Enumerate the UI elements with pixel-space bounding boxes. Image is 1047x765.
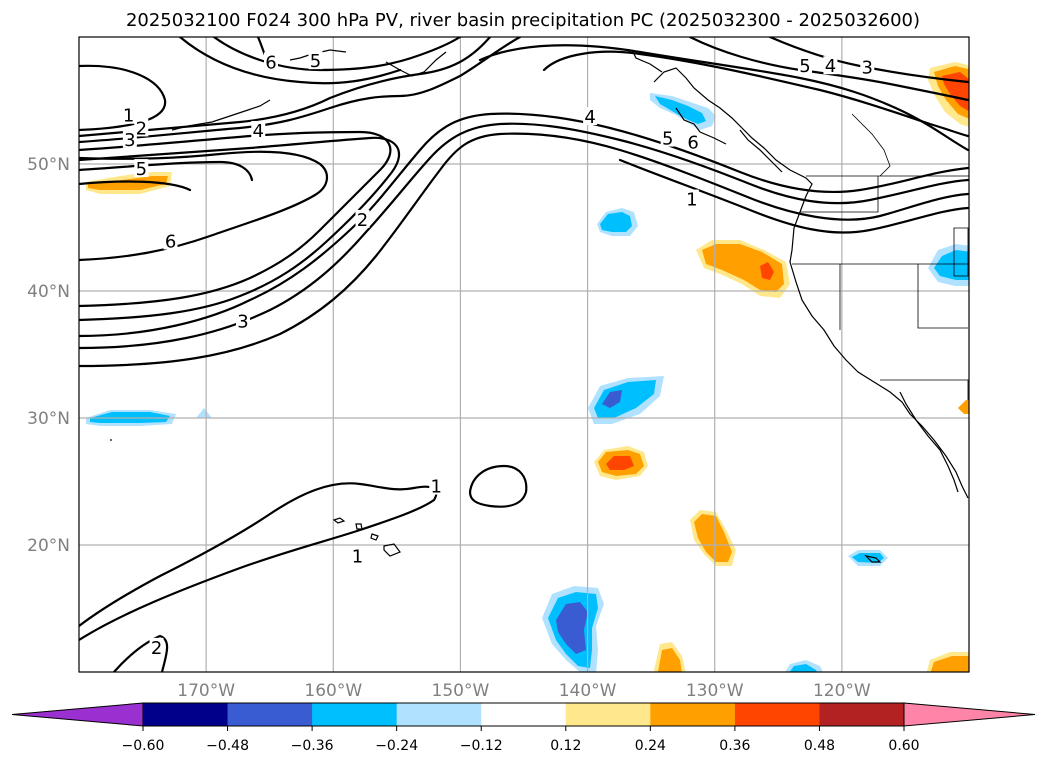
- colorbar-segment: [143, 703, 229, 726]
- colorbar-tick-label: 0.60: [888, 738, 919, 754]
- contour-label: 2: [136, 118, 147, 139]
- contour-label: 6: [687, 132, 698, 153]
- x-tick-label: 140°W: [559, 681, 617, 701]
- x-tick-label: 160°W: [304, 681, 362, 701]
- contour-label: 4: [584, 107, 595, 128]
- contour-label-bg: [429, 476, 444, 495]
- map-frame: [78, 36, 970, 673]
- contour-label: 5: [799, 56, 810, 77]
- contour-label-bg: [583, 107, 598, 126]
- colorbar-tick-label: −0.36: [291, 738, 334, 754]
- colorbar-tick-label: 0.48: [804, 738, 835, 754]
- contour-label-bg: [860, 57, 875, 76]
- contour-label-bg: [797, 56, 812, 75]
- contour-label-bg: [163, 231, 178, 250]
- y-tick-label: 50°N: [27, 155, 70, 175]
- x-tick-label: 130°W: [686, 681, 744, 701]
- x-tick-label: 170°W: [177, 681, 235, 701]
- contour-label: 1: [123, 106, 134, 127]
- contour-label-bg: [134, 118, 149, 137]
- contour-label-bg: [236, 311, 251, 330]
- contour-label: 4: [825, 56, 836, 77]
- y-axis-ticks: 20°N 30°N 40°N 50°N: [27, 155, 70, 556]
- colorbar-tick-label: −0.60: [122, 738, 165, 754]
- chart-title: 2025032100 F024 300 hPa PV, river basin …: [126, 10, 920, 31]
- contour-label: 3: [124, 130, 135, 151]
- contour-label: 3: [237, 311, 248, 332]
- contour-label-bg: [355, 209, 370, 228]
- contour-label: 6: [165, 231, 176, 252]
- colorbar-segment: [734, 703, 820, 726]
- contour-label-bg: [134, 159, 149, 178]
- colorbar-segment: [481, 703, 567, 726]
- contour-label-bg: [251, 120, 266, 139]
- colorbar-tick-label: −0.48: [206, 738, 249, 754]
- contour-label-bg: [684, 189, 699, 208]
- contour-label-bg: [660, 128, 675, 147]
- colorbar-extend-low: [11, 702, 144, 727]
- colorbar-segment: [819, 703, 905, 726]
- contour-label: 6: [265, 52, 276, 73]
- x-tick-label: 120°W: [813, 681, 871, 701]
- y-tick-label: 30°N: [27, 409, 70, 429]
- colorbar-segment: [565, 703, 651, 726]
- contour-label: 2: [151, 638, 162, 659]
- x-axis-ticks: 170°W 160°W 150°W 140°W 130°W 120°W: [177, 681, 871, 701]
- contour-label-bg: [823, 56, 838, 75]
- contour-label: 1: [352, 546, 363, 567]
- colorbar-tick-label: 0.36: [719, 738, 750, 754]
- colorbar-segment: [312, 703, 398, 726]
- colorbar: −0.60 −0.48 −0.36 −0.24 −0.12 0.12 0.24 0.36 0.4…: [11, 702, 1036, 754]
- contour-label: 2: [357, 210, 368, 231]
- colorbar-extend-high: [903, 702, 1036, 727]
- contour-label: 3: [862, 57, 873, 78]
- colorbar-tick-label: 0.24: [635, 738, 666, 754]
- colorbar-tick-label: −0.12: [460, 738, 503, 754]
- colorbar-frame: [142, 702, 905, 727]
- contour-label-bg: [122, 129, 137, 148]
- contour-label-bg: [686, 132, 701, 151]
- contour-label: 5: [662, 129, 673, 150]
- y-tick-label: 40°N: [27, 282, 70, 302]
- contour-label: 1: [431, 477, 442, 498]
- contour-label-bg: [149, 637, 164, 656]
- contour-label-bg: [263, 52, 278, 71]
- contour-label: 1: [686, 190, 697, 211]
- contour-label: 5: [310, 51, 321, 72]
- contour-label-bg: [121, 105, 136, 124]
- state-borders: [792, 113, 969, 400]
- contour-label-bg: [308, 51, 323, 70]
- x-tick-label: 150°W: [432, 681, 490, 701]
- contour-label: 5: [136, 159, 147, 180]
- colorbar-segment: [650, 703, 736, 726]
- colorbar-tick-label: −0.24: [375, 738, 418, 754]
- pv-contours: [79, 37, 969, 672]
- contour-label-bg: [350, 546, 365, 565]
- colorbar-tick-label: 0.12: [550, 738, 581, 754]
- contour-label: 4: [253, 121, 264, 142]
- colorbar-segment: [227, 703, 313, 726]
- colorbar-segment: [396, 703, 482, 726]
- y-tick-label: 20°N: [27, 536, 70, 556]
